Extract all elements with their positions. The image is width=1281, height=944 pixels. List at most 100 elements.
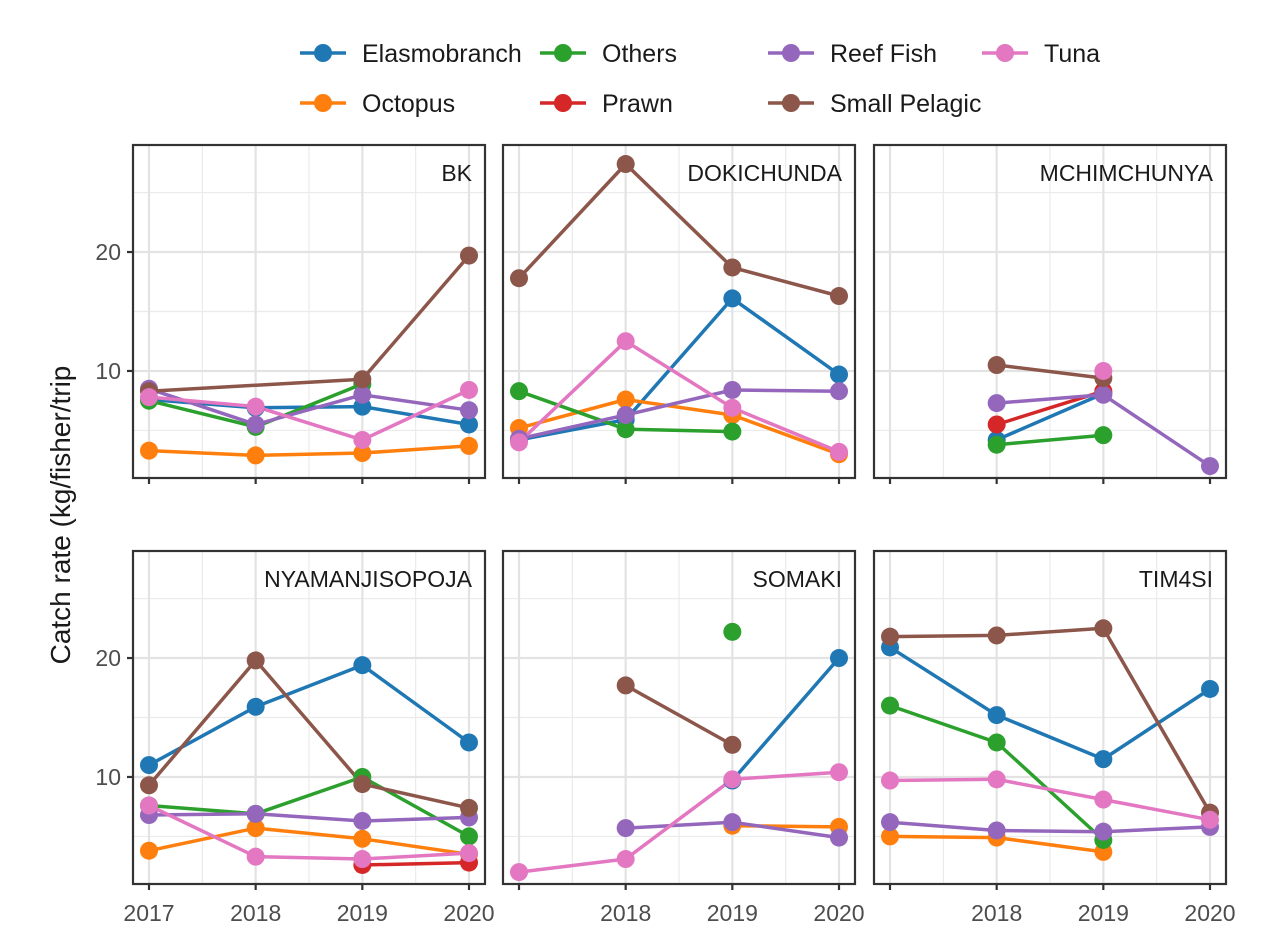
series-line-prawn <box>362 860 470 867</box>
x-tick-label: 2019 <box>337 900 388 926</box>
legend: Elasmobranch Others Reef Fish Tuna Octopus Pr… <box>300 40 1100 118</box>
legend-label: Elasmobranch <box>362 40 522 68</box>
data-point-elasmobranch <box>246 697 265 716</box>
data-point-elasmobranch <box>353 656 372 675</box>
series-line-tuna <box>148 803 470 861</box>
data-point-tuna <box>1094 361 1113 380</box>
data-point-small-pelagic <box>1094 619 1113 638</box>
data-point-elasmobranch <box>830 365 848 384</box>
data-point-others <box>987 733 1006 752</box>
data-point-small-pelagic <box>987 356 1006 375</box>
series-line-small-pelagic <box>996 363 1104 380</box>
legend-item-elasmobranch: Elasmobranch <box>300 40 522 68</box>
panel-label: NYAMANJISOPOJA <box>264 566 473 592</box>
series-line-others <box>996 433 1104 447</box>
data-point-small-pelagic <box>881 627 899 646</box>
legend-key-point <box>782 94 800 112</box>
data-point-small-pelagic <box>723 258 742 277</box>
series-line-small-pelagic <box>517 162 840 298</box>
panel-border <box>872 549 1228 886</box>
data-point-octopus <box>140 841 158 860</box>
x-tick-label: 2017 <box>123 900 174 926</box>
panel-border <box>501 549 857 886</box>
legend-key-point <box>554 44 572 62</box>
data-point-octopus <box>246 819 265 838</box>
x-tick-label: 2018 <box>230 900 281 926</box>
data-point-tuna <box>723 398 742 417</box>
data-point-reef-fish <box>987 821 1006 840</box>
panel-somaki: SOMAKI 2018 2019 2020 <box>501 549 865 926</box>
panel-tim4si: TIM4SI 2018 2019 2020 <box>872 549 1236 926</box>
data-point-reef-fish <box>616 819 635 838</box>
series-line-small-pelagic <box>147 658 470 810</box>
data-point-tuna <box>510 863 528 882</box>
legend-key-point <box>554 94 572 112</box>
data-point-tuna <box>830 763 848 782</box>
x-tick-label: 2020 <box>443 900 494 926</box>
series-line-others <box>148 775 470 838</box>
panel-border <box>131 143 487 480</box>
series-line-octopus <box>518 397 840 456</box>
data-point-small-pelagic <box>830 287 848 306</box>
legend-label: Tuna <box>1044 40 1100 68</box>
data-point-elasmobranch <box>140 756 158 775</box>
y-tick-label: 20 <box>95 645 121 671</box>
data-point-tuna <box>1201 810 1219 829</box>
data-point-others <box>460 827 478 846</box>
series-line-reef-fish <box>148 387 470 427</box>
data-point-tuna <box>460 844 478 863</box>
legend-item-others: Others <box>540 40 677 68</box>
data-point-small-pelagic <box>510 269 528 288</box>
data-point-small-pelagic <box>246 651 265 670</box>
data-point-octopus <box>460 436 478 455</box>
data-point-others <box>510 382 528 401</box>
data-point-tuna <box>246 397 265 416</box>
data-point-elasmobranch <box>460 415 478 434</box>
data-point-octopus <box>616 390 635 409</box>
data-point-reef-fish <box>881 813 899 832</box>
series-line-tuna <box>517 339 840 454</box>
x-tick-label: 2020 <box>813 900 864 926</box>
legend-label: Others <box>602 40 677 68</box>
x-tick-label: 2018 <box>600 900 651 926</box>
series-line-octopus <box>148 826 470 857</box>
data-point-prawn <box>987 415 1006 434</box>
series-line-tuna <box>889 777 1211 822</box>
x-tick-label: 2020 <box>1184 900 1235 926</box>
legend-key-point <box>996 44 1014 62</box>
panel-bk: BK 10 20 <box>95 143 487 484</box>
data-point-octopus <box>140 441 158 460</box>
data-point-tuna <box>140 796 158 815</box>
series-line-elasmobranch <box>996 391 1104 442</box>
series-line-tuna <box>518 770 840 874</box>
data-point-small-pelagic <box>616 155 635 174</box>
panels: BK 10 20 DOKICHUNDA MCHIMCHUNYA NYAMANJISOPOJ… <box>95 143 1236 926</box>
series-line-reef-fish <box>518 388 840 441</box>
series-line-tuna <box>148 388 470 442</box>
x-tick-label: 2018 <box>971 900 1022 926</box>
panel-label: SOMAKI <box>753 566 842 592</box>
data-point-reef-fish <box>460 401 478 420</box>
data-point-small-pelagic <box>460 246 478 265</box>
series-line-small-pelagic <box>624 683 734 747</box>
legend-item-small-pelagic: Small Pelagic <box>768 90 981 118</box>
y-tick-label: 10 <box>95 764 121 790</box>
data-point-reef-fish <box>1094 385 1113 404</box>
data-point-elasmobranch <box>460 733 478 752</box>
series-line-reef-fish <box>889 820 1211 834</box>
data-point-reef-fish <box>353 385 372 404</box>
legend-item-prawn: Prawn <box>540 90 673 118</box>
data-point-octopus <box>353 444 372 463</box>
panel-border <box>501 143 857 480</box>
data-point-small-pelagic <box>140 776 158 795</box>
data-point-octopus <box>881 827 899 846</box>
series-line-small-pelagic <box>889 626 1212 814</box>
panel-border <box>131 549 487 886</box>
data-point-others <box>1094 426 1113 445</box>
data-point-small-pelagic <box>353 775 372 794</box>
panel-label: TIM4SI <box>1139 566 1213 592</box>
data-point-tuna <box>140 388 158 407</box>
panel-dokichunda: DOKICHUNDA <box>501 143 857 484</box>
data-point-reef-fish <box>1201 457 1219 476</box>
